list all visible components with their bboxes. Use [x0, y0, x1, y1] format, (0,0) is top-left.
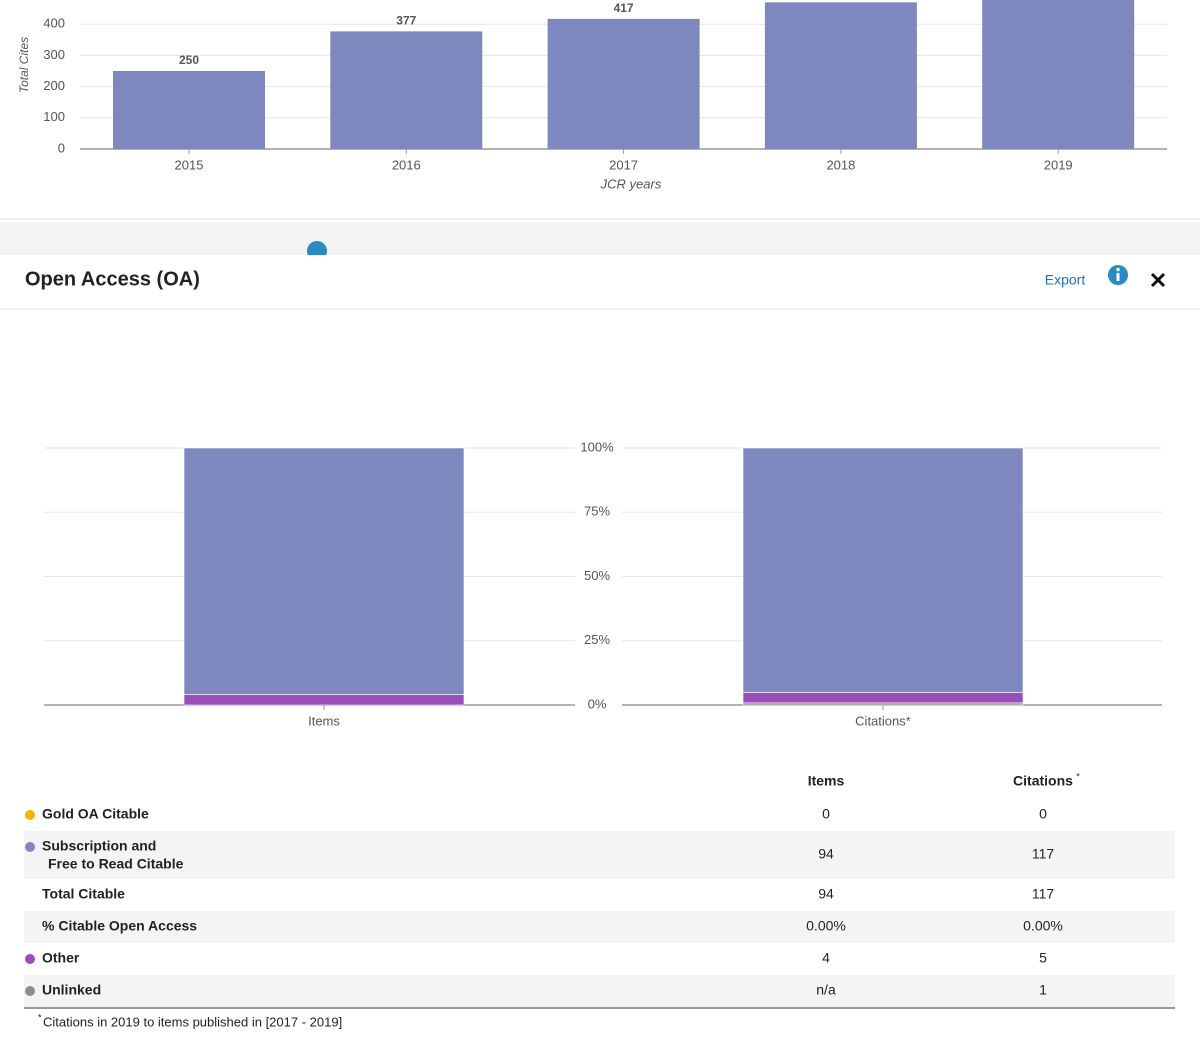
y-tick-label: 75%: [584, 504, 610, 519]
y-tick-label: 100: [43, 109, 65, 124]
y-tick-label: 0: [58, 140, 65, 155]
cell: 4: [822, 950, 830, 966]
footnote: Citations in 2019 to items published in …: [43, 1014, 342, 1029]
close-button[interactable]: [1150, 272, 1166, 288]
bar: [113, 71, 265, 149]
bar: [330, 31, 483, 149]
modal-title: Open Access (OA): [25, 268, 200, 290]
cell: 0.00%: [806, 918, 846, 934]
info-button[interactable]: [1108, 265, 1128, 285]
x-tick-label: Citations*: [855, 713, 911, 728]
bar-segment: [183, 694, 465, 706]
info-dot: [1116, 267, 1120, 272]
bar: [547, 18, 700, 150]
footnote-mark: *: [38, 1012, 42, 1022]
row-label: Other: [42, 950, 80, 966]
cell: 0: [1039, 806, 1047, 822]
y-tick-label: 50%: [584, 568, 610, 583]
x-tick-label: 2019: [1044, 157, 1073, 172]
row-label: Total Citable: [42, 886, 125, 902]
bar-value-label: 250: [179, 53, 199, 67]
cell: 94: [818, 846, 834, 862]
x-tick-label: Items: [308, 713, 340, 728]
export-link[interactable]: Export: [1045, 272, 1086, 288]
row-shade: [24, 911, 1175, 943]
x-axis-title: JCR years: [600, 176, 662, 191]
cell: 0.00%: [1023, 918, 1063, 934]
bar-segment: [742, 702, 1024, 706]
bar-segment: [742, 692, 1024, 704]
cell: 94: [818, 886, 834, 902]
cell: 117: [1032, 846, 1055, 862]
x-tick-label: 2018: [826, 157, 855, 172]
y-tick-label: 300: [43, 47, 65, 62]
y-tick-label: 25%: [584, 632, 610, 647]
y-tick-label: 400: [43, 16, 65, 31]
bar: [982, 0, 1135, 150]
bar-segment: [742, 447, 1024, 693]
row-label: % Citable Open Access: [42, 918, 197, 934]
column-header: Citations: [1013, 773, 1073, 789]
legend-dot: [25, 842, 35, 852]
row-label: Subscription and: [42, 838, 156, 854]
column-header: Items: [808, 773, 845, 789]
legend-dot: [25, 810, 35, 820]
column-header-mark: *: [1076, 771, 1080, 781]
top-chart: 0100200300400250201537720164172017470201…: [17, 0, 1167, 191]
legend-dot: [25, 954, 35, 964]
row-label: Unlinked: [42, 982, 101, 998]
bar: [764, 2, 917, 149]
y-axis-title: Total Cites: [17, 37, 31, 93]
cell: 1: [1039, 982, 1047, 998]
y-tick-label: 0%: [588, 696, 607, 711]
row-shade: [24, 831, 1175, 879]
x-tick-label: 2015: [175, 157, 204, 172]
bar-segment: [183, 447, 465, 695]
x-tick-label: 2016: [392, 157, 421, 172]
cell: 5: [1039, 950, 1047, 966]
row-shade: [24, 975, 1175, 1007]
close-stroke: [1150, 272, 1166, 288]
row-label: Gold OA Citable: [42, 806, 149, 822]
row-label: Free to Read Citable: [48, 856, 184, 872]
y-tick-label: 200: [43, 78, 65, 93]
bar-value-label: 377: [396, 14, 416, 28]
cell: 0: [822, 806, 830, 822]
legend-dot: [25, 986, 35, 996]
y-tick-label: 100%: [580, 439, 614, 454]
x-tick-label: 2017: [609, 157, 638, 172]
info-stem: [1116, 273, 1120, 281]
cell: n/a: [816, 982, 836, 998]
cell: 117: [1032, 886, 1055, 902]
bar-value-label: 417: [614, 1, 634, 15]
